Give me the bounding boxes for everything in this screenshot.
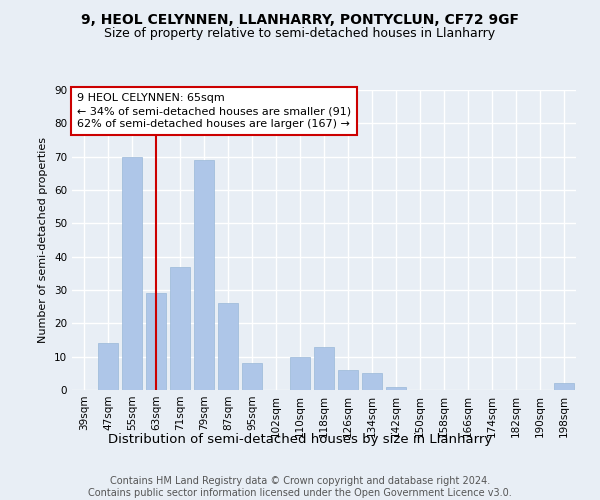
Text: Distribution of semi-detached houses by size in Llanharry: Distribution of semi-detached houses by … bbox=[108, 432, 492, 446]
Text: 9, HEOL CELYNNEN, LLANHARRY, PONTYCLUN, CF72 9GF: 9, HEOL CELYNNEN, LLANHARRY, PONTYCLUN, … bbox=[81, 12, 519, 26]
Y-axis label: Number of semi-detached properties: Number of semi-detached properties bbox=[38, 137, 49, 343]
Bar bbox=[314, 346, 334, 390]
Bar bbox=[146, 294, 166, 390]
Bar bbox=[122, 156, 142, 390]
Bar bbox=[242, 364, 262, 390]
Bar bbox=[170, 266, 190, 390]
Bar bbox=[290, 356, 310, 390]
Bar bbox=[338, 370, 358, 390]
Bar bbox=[554, 384, 574, 390]
Bar bbox=[218, 304, 238, 390]
Text: 9 HEOL CELYNNEN: 65sqm
← 34% of semi-detached houses are smaller (91)
62% of sem: 9 HEOL CELYNNEN: 65sqm ← 34% of semi-det… bbox=[77, 93, 351, 130]
Text: Contains HM Land Registry data © Crown copyright and database right 2024.
Contai: Contains HM Land Registry data © Crown c… bbox=[88, 476, 512, 498]
Bar bbox=[194, 160, 214, 390]
Bar bbox=[98, 344, 118, 390]
Bar bbox=[362, 374, 382, 390]
Bar bbox=[386, 386, 406, 390]
Text: Size of property relative to semi-detached houses in Llanharry: Size of property relative to semi-detach… bbox=[104, 28, 496, 40]
